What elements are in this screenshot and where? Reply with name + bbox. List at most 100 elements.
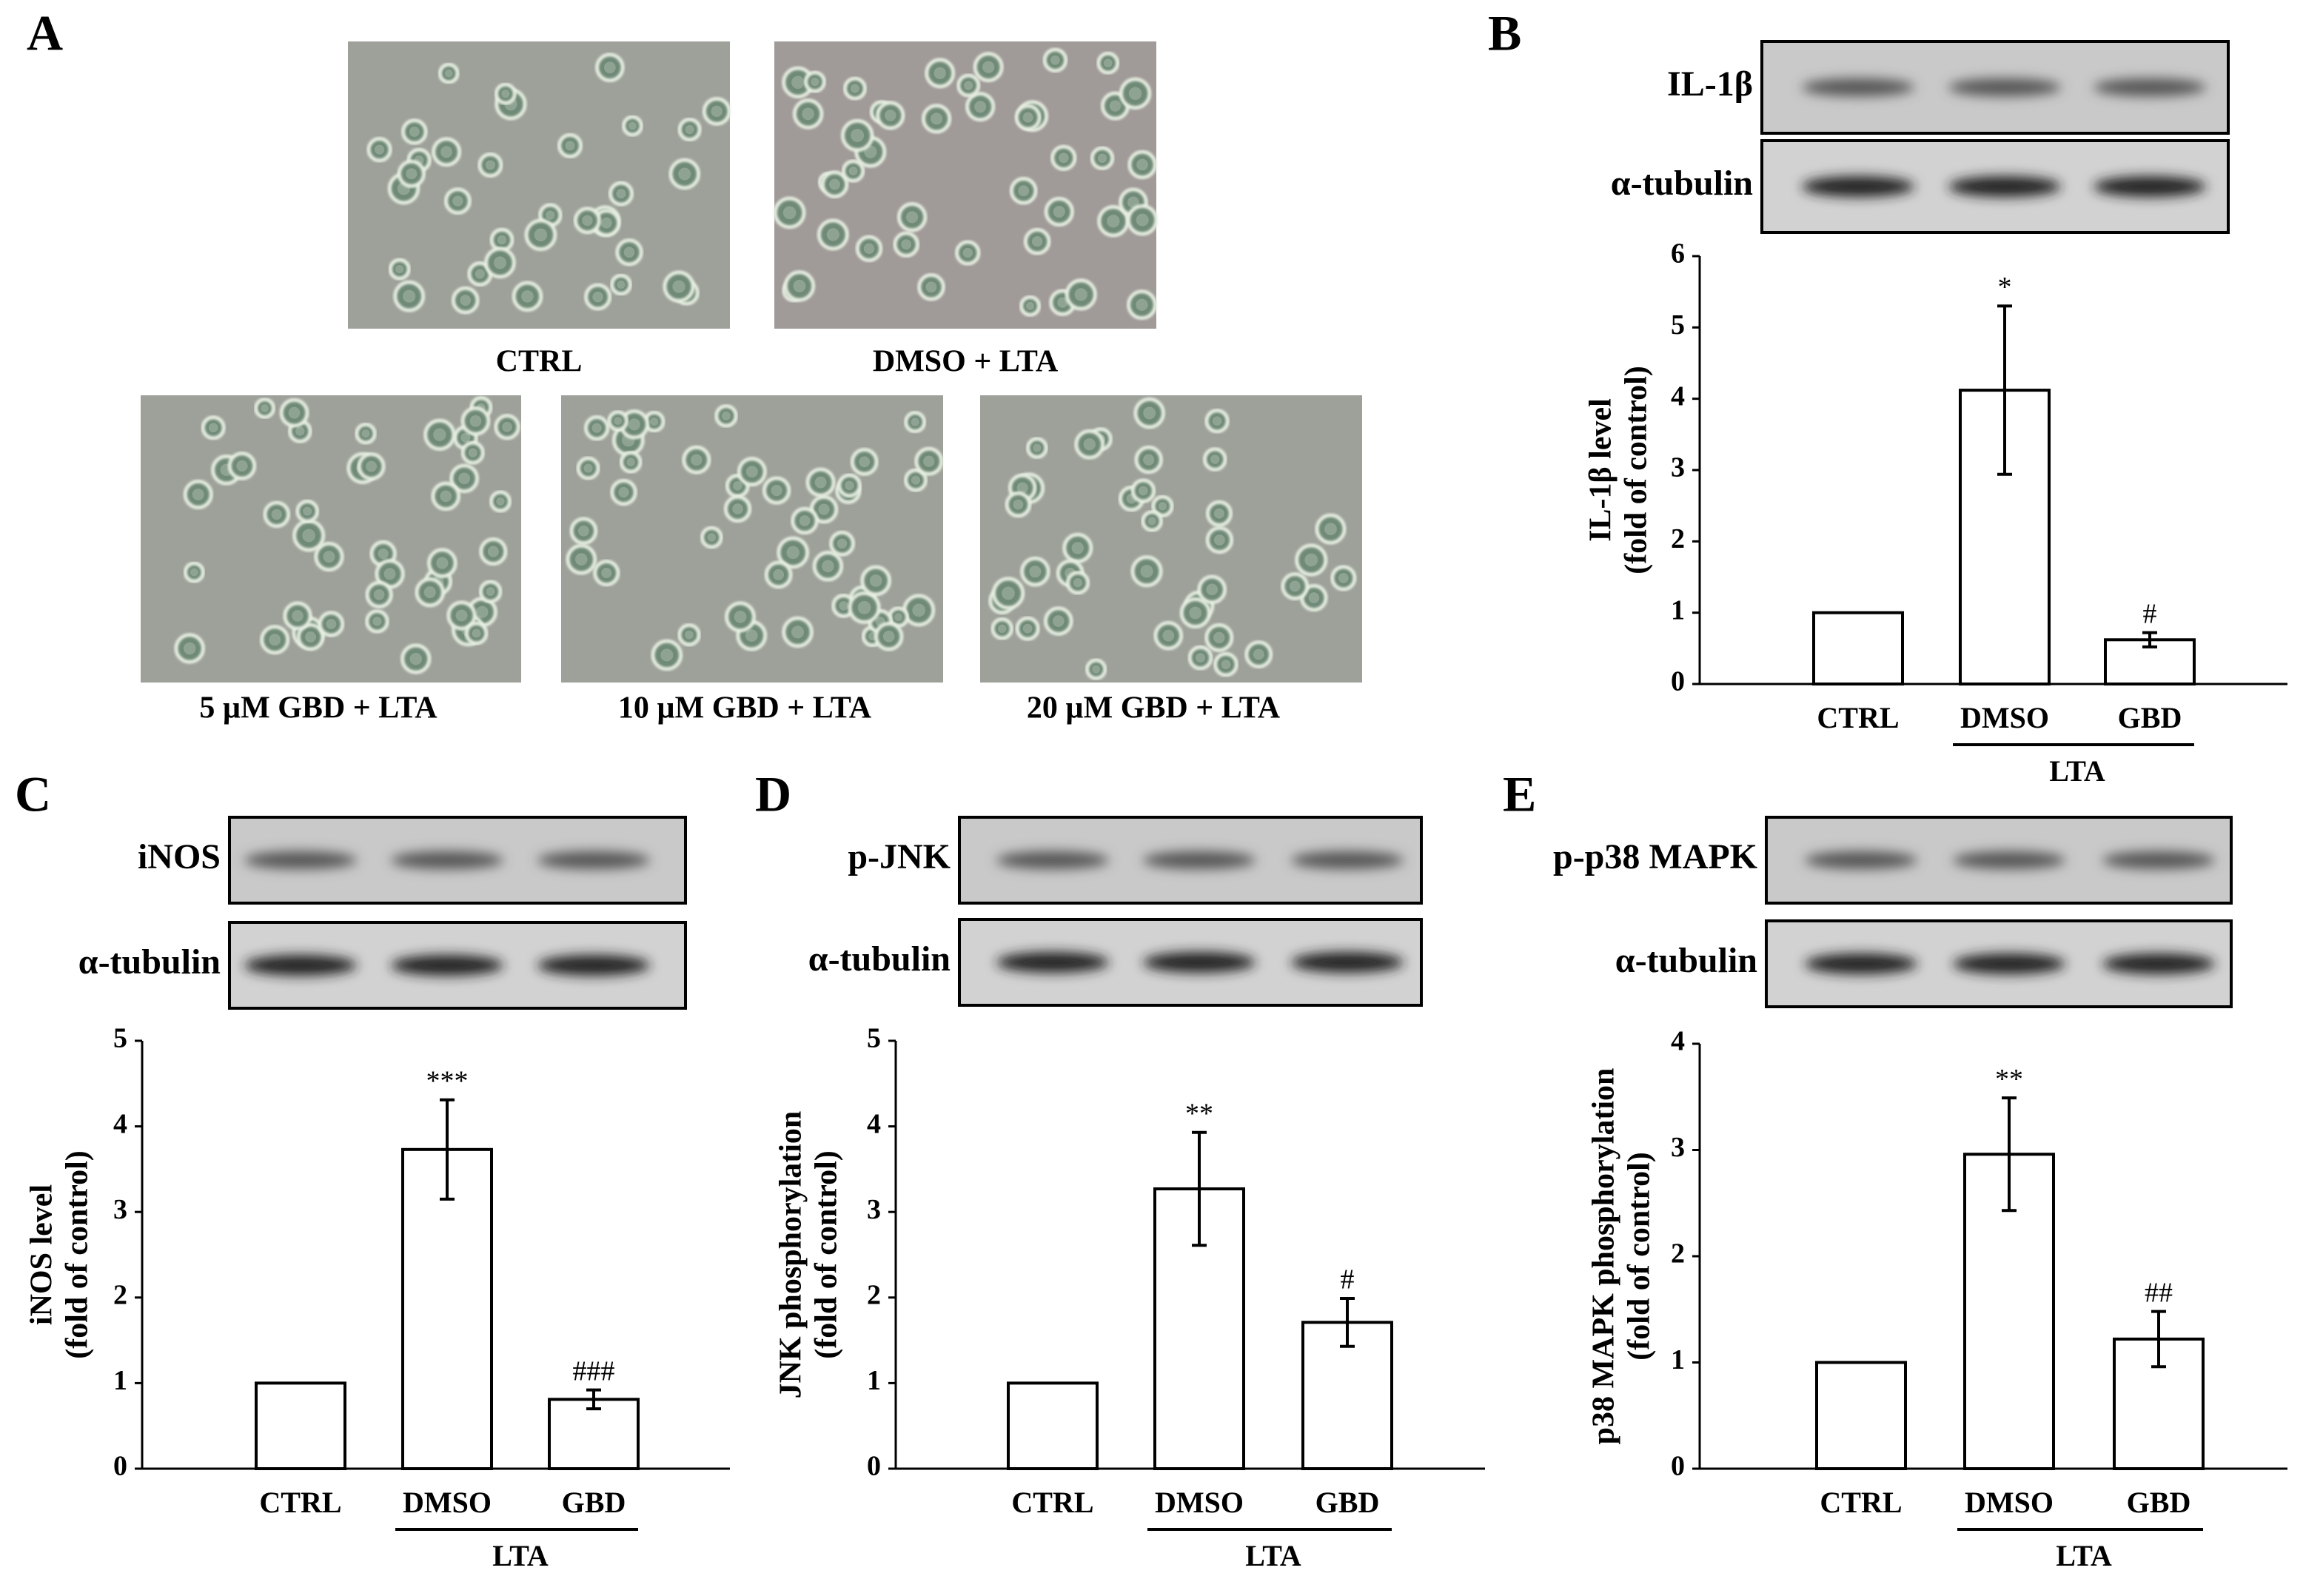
cell-core — [721, 411, 731, 420]
cell-core — [616, 189, 626, 199]
bar — [1812, 611, 1904, 686]
cell-core — [931, 113, 943, 125]
cell-core — [1206, 583, 1219, 596]
cell-core — [409, 652, 422, 665]
cell-core — [818, 503, 830, 515]
cell-core — [1022, 623, 1033, 634]
panel-label: C — [15, 766, 51, 822]
y-tick-label: 0 — [1671, 666, 1685, 697]
blot-band — [537, 955, 650, 976]
cell-core — [485, 160, 495, 170]
cell-core — [600, 217, 612, 229]
cell-core — [292, 610, 304, 622]
cell-core — [469, 415, 482, 427]
cell-core — [773, 569, 785, 580]
cell-core — [650, 418, 659, 426]
significance-label: ### — [573, 1355, 615, 1387]
y-tick-label: 1 — [867, 1365, 881, 1396]
cell-core — [869, 574, 882, 587]
cell-core — [460, 295, 472, 306]
caption: 5 µM GBD + LTA — [199, 691, 438, 725]
micrograph — [773, 41, 1159, 329]
cell-core — [1136, 158, 1148, 171]
group-label: LTA — [492, 1539, 549, 1572]
caption: 10 µM GBD + LTA — [618, 691, 872, 725]
cell-core — [802, 107, 814, 121]
cell-core — [864, 145, 877, 158]
cell-core — [409, 127, 420, 137]
blot-band — [1805, 851, 1917, 869]
cell-core — [851, 129, 865, 142]
y-tick-label: 1 — [113, 1365, 127, 1396]
error-bar — [586, 1388, 601, 1411]
x-tick-label: GBD — [1315, 1486, 1380, 1519]
y-tick-label: 6 — [1671, 238, 1685, 269]
cell-core — [487, 546, 499, 557]
micrograph — [348, 41, 731, 329]
y-tick-label: 3 — [1671, 1132, 1685, 1163]
cell-core — [814, 476, 827, 489]
y-tick-label: 4 — [1671, 1026, 1685, 1057]
cell-core — [1162, 629, 1175, 642]
cell-core — [406, 168, 418, 180]
y-tick-label: 0 — [867, 1451, 881, 1482]
cell-core — [911, 418, 919, 426]
cell-core — [460, 432, 471, 443]
cell-core — [906, 211, 919, 224]
cell-core — [1308, 592, 1320, 603]
significance-label: * — [1998, 272, 2012, 303]
cell-core — [1138, 486, 1148, 496]
cell-core — [1052, 615, 1065, 627]
blot-band — [1802, 176, 1914, 197]
x-tick-label: DMSO — [1965, 1486, 2054, 1519]
x-tick-label: CTRL — [1820, 1486, 1902, 1519]
error-bar — [440, 1098, 455, 1201]
cell-core — [911, 475, 921, 485]
cell-core — [1221, 660, 1231, 670]
blot-band — [2094, 78, 2206, 96]
caption: CTRL — [496, 345, 583, 379]
cell-core — [626, 457, 635, 467]
blot-label: p-p38 MAPK — [1553, 837, 1757, 876]
cell-core — [1109, 100, 1122, 112]
cell-core — [786, 546, 800, 560]
y-axis-label: (fold of control) — [61, 1150, 95, 1359]
blot-band — [996, 952, 1109, 973]
cell-core — [440, 146, 453, 158]
y-tick-label: 5 — [867, 1023, 881, 1054]
caption: 20 µM GBD + LTA — [1027, 691, 1281, 725]
significance-label: *** — [426, 1065, 469, 1096]
x-tick-label: DMSO — [1155, 1486, 1244, 1519]
cell-core — [618, 486, 629, 498]
cell-core — [734, 610, 747, 623]
cell-core — [1074, 288, 1087, 301]
cell-core — [732, 481, 743, 491]
cell-core — [707, 533, 717, 542]
cell-core — [497, 235, 507, 245]
blot-band — [1805, 953, 1917, 974]
cell-core — [475, 269, 485, 279]
cell-core — [732, 503, 743, 514]
cell-core — [1050, 55, 1060, 65]
cell-core — [1026, 301, 1035, 310]
y-axis-label: p38 MAPK phosphorylation — [1587, 1068, 1621, 1445]
cell-core — [1213, 631, 1225, 644]
cell-core — [208, 423, 218, 433]
cell-core — [1212, 416, 1222, 426]
cell-core — [372, 617, 382, 626]
cell-core — [885, 110, 896, 121]
cell-core — [288, 406, 301, 419]
x-tick-label: GBD — [562, 1486, 626, 1519]
blot-band — [537, 851, 650, 869]
blot-band — [1143, 952, 1256, 973]
x-tick-label: DMSO — [1960, 701, 2049, 734]
cell-core — [1210, 455, 1220, 464]
cell-core — [859, 456, 871, 468]
cell-core — [326, 619, 337, 629]
cell-core — [455, 609, 468, 622]
y-tick-label: 4 — [113, 1108, 127, 1139]
cell-core — [472, 628, 481, 638]
cell-core — [496, 497, 505, 506]
y-axis-label: (fold of control) — [1620, 366, 1654, 574]
cell-core — [799, 515, 811, 526]
